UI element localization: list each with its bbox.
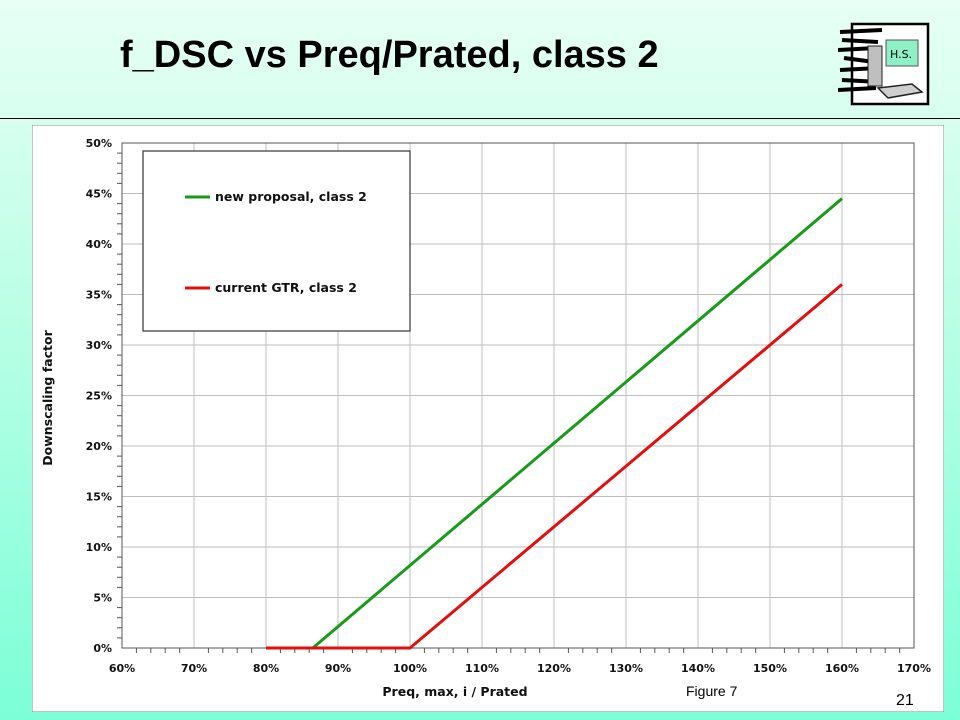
x-tick-label: 130% xyxy=(609,662,643,675)
legend-label-new-proposal: new proposal, class 2 xyxy=(215,189,367,204)
y-tick-label: 45% xyxy=(86,188,112,201)
hs-logo: H.S. xyxy=(838,22,930,106)
x-axis-title: Preq, max, i / Prated xyxy=(382,684,527,699)
legend-box xyxy=(142,150,411,332)
series-line-current-gtr xyxy=(266,283,843,650)
y-tick-label: 50% xyxy=(86,137,112,150)
logo-scribbles xyxy=(838,28,883,92)
y-tick-label: 35% xyxy=(86,289,112,302)
series-line-new-proposal xyxy=(311,197,843,650)
y-axis-title: Downscaling factor xyxy=(40,329,55,465)
x-tick-label: 60% xyxy=(109,662,135,675)
y-tick-label: 15% xyxy=(86,491,112,504)
y-tick-label: 10% xyxy=(86,541,112,554)
x-tick-label: 150% xyxy=(753,662,787,675)
legend-label-current-gtr: current GTR, class 2 xyxy=(215,280,357,295)
chart: 60% 70% 80% 90% 100% 110% 120% 130% 140% 150% 160%… xyxy=(32,125,944,712)
x-tick-label: 160% xyxy=(825,662,859,675)
y-tick-label: 5% xyxy=(93,592,112,605)
x-tick-label: 110% xyxy=(465,662,499,675)
figure-label: Figure 7 xyxy=(686,683,738,699)
legend: new proposal, class 2 current GTR, class… xyxy=(142,150,411,332)
logo-tower xyxy=(867,45,883,87)
logo-keyboard xyxy=(876,83,924,99)
x-tick-label: 140% xyxy=(681,662,715,675)
x-tick-label: 80% xyxy=(253,662,279,675)
logo-monitor-screen xyxy=(885,39,919,67)
x-tick-label: 70% xyxy=(181,662,207,675)
x-tick-label: 90% xyxy=(325,662,351,675)
page-number: 21 xyxy=(896,692,914,709)
y-tick-label: 30% xyxy=(86,339,112,352)
y-tick-label: 0% xyxy=(93,642,112,655)
y-tick-label: 25% xyxy=(86,390,112,403)
y-tick-label: 40% xyxy=(86,238,112,251)
minor-ticks xyxy=(117,152,901,653)
x-tick-label: 170% xyxy=(897,662,931,675)
y-tick-labels: 0% 5% 10% 15% 20% 25% 30% 35% 40% 45% 50% xyxy=(86,137,112,655)
series xyxy=(266,197,843,650)
x-tick-labels: 60% 70% 80% 90% 100% 110% 120% 130% 140% 150% 160%… xyxy=(109,662,931,675)
logo-text: H.S. xyxy=(890,48,912,61)
title-divider xyxy=(0,118,960,119)
plot-frame xyxy=(121,142,915,649)
x-tick-label: 120% xyxy=(537,662,571,675)
x-tick-label: 100% xyxy=(393,662,427,675)
y-tick-label: 20% xyxy=(86,440,112,453)
slide-title: f_DSC vs Preq/Prated, class 2 xyxy=(120,34,659,76)
